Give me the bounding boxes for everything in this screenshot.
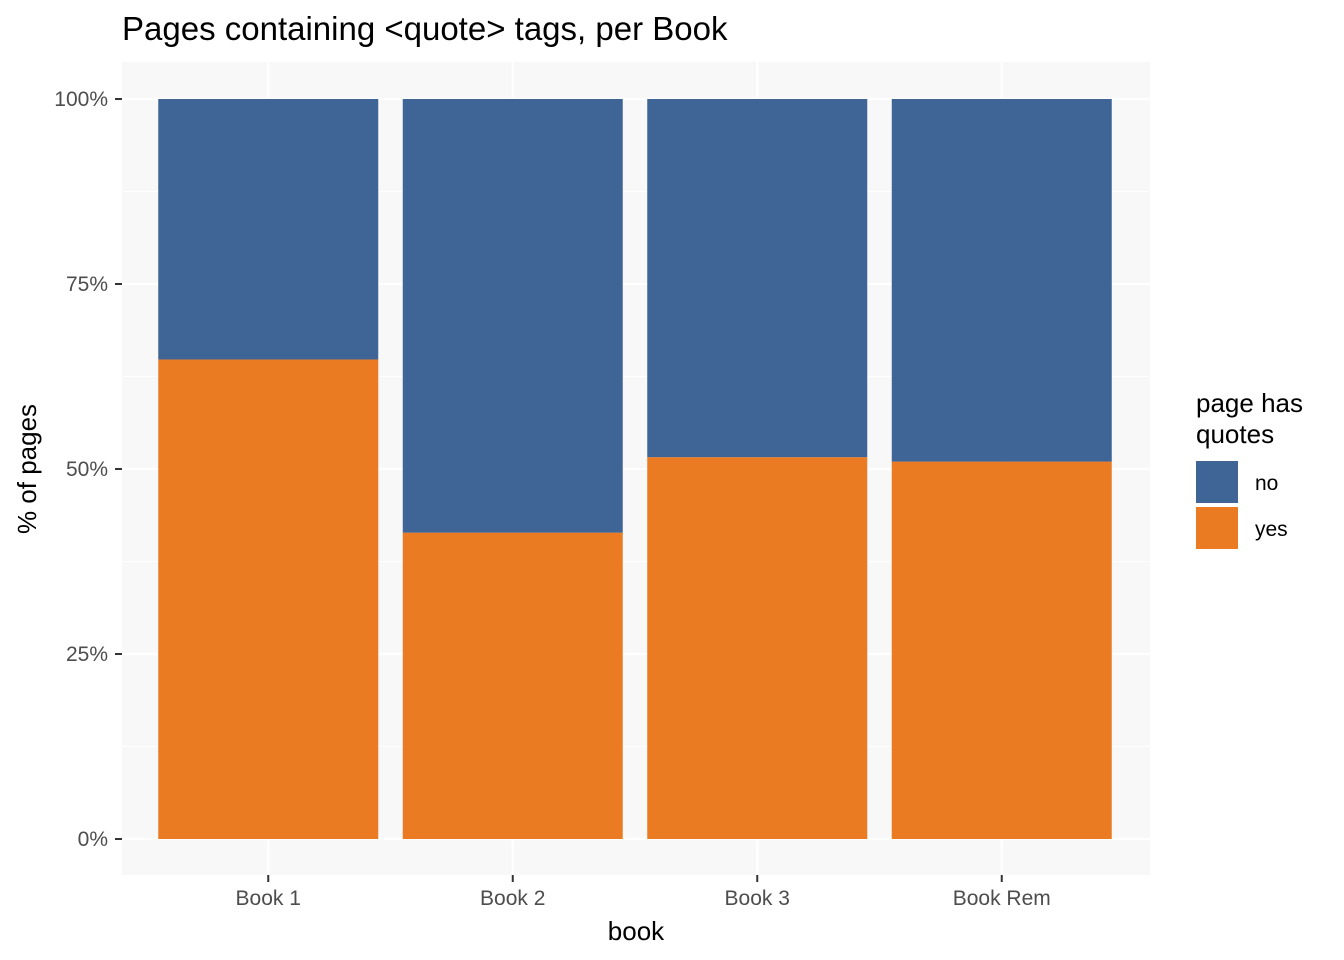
legend-title-line: page has [1196,388,1303,418]
bar-segment-yes [402,532,623,839]
y-tick-label: 0% [78,828,108,851]
bar-segment-no [891,99,1112,462]
legend-key-no [1196,461,1238,503]
y-tick-label: 25% [66,643,108,666]
bar-segment-yes [158,359,379,839]
chart-title: Pages containing <quote> tags, per Book [122,10,728,47]
x-axis-title: book [608,916,665,946]
x-tick-label: Book 1 [236,887,301,910]
legend-label-no: no [1255,472,1278,495]
x-axis: Book 1 Book 2 Book 3 Book Rem [236,875,1051,910]
bar-segment-no [647,99,868,458]
x-tick-label: Book Rem [953,887,1051,910]
bars [158,99,1112,839]
y-tick-label: 100% [54,88,108,111]
y-tick-label: 50% [66,458,108,481]
y-tick-label: 75% [66,273,108,296]
y-axis-title: % of pages [12,404,42,534]
bar-segment-yes [891,461,1112,839]
legend-title-line: quotes [1196,419,1274,449]
legend: page has quotes no yes [1196,388,1303,549]
legend-title: page has quotes [1196,388,1303,449]
y-axis: 0% 25% 50% 75% 100% [54,88,122,851]
legend-label-yes: yes [1255,518,1288,541]
x-tick-label: Book 2 [480,887,545,910]
bar-segment-yes [647,457,868,839]
bar-segment-no [402,99,623,533]
bar-segment-no [158,99,379,360]
x-tick-label: Book 3 [725,887,790,910]
legend-key-yes [1196,507,1238,549]
